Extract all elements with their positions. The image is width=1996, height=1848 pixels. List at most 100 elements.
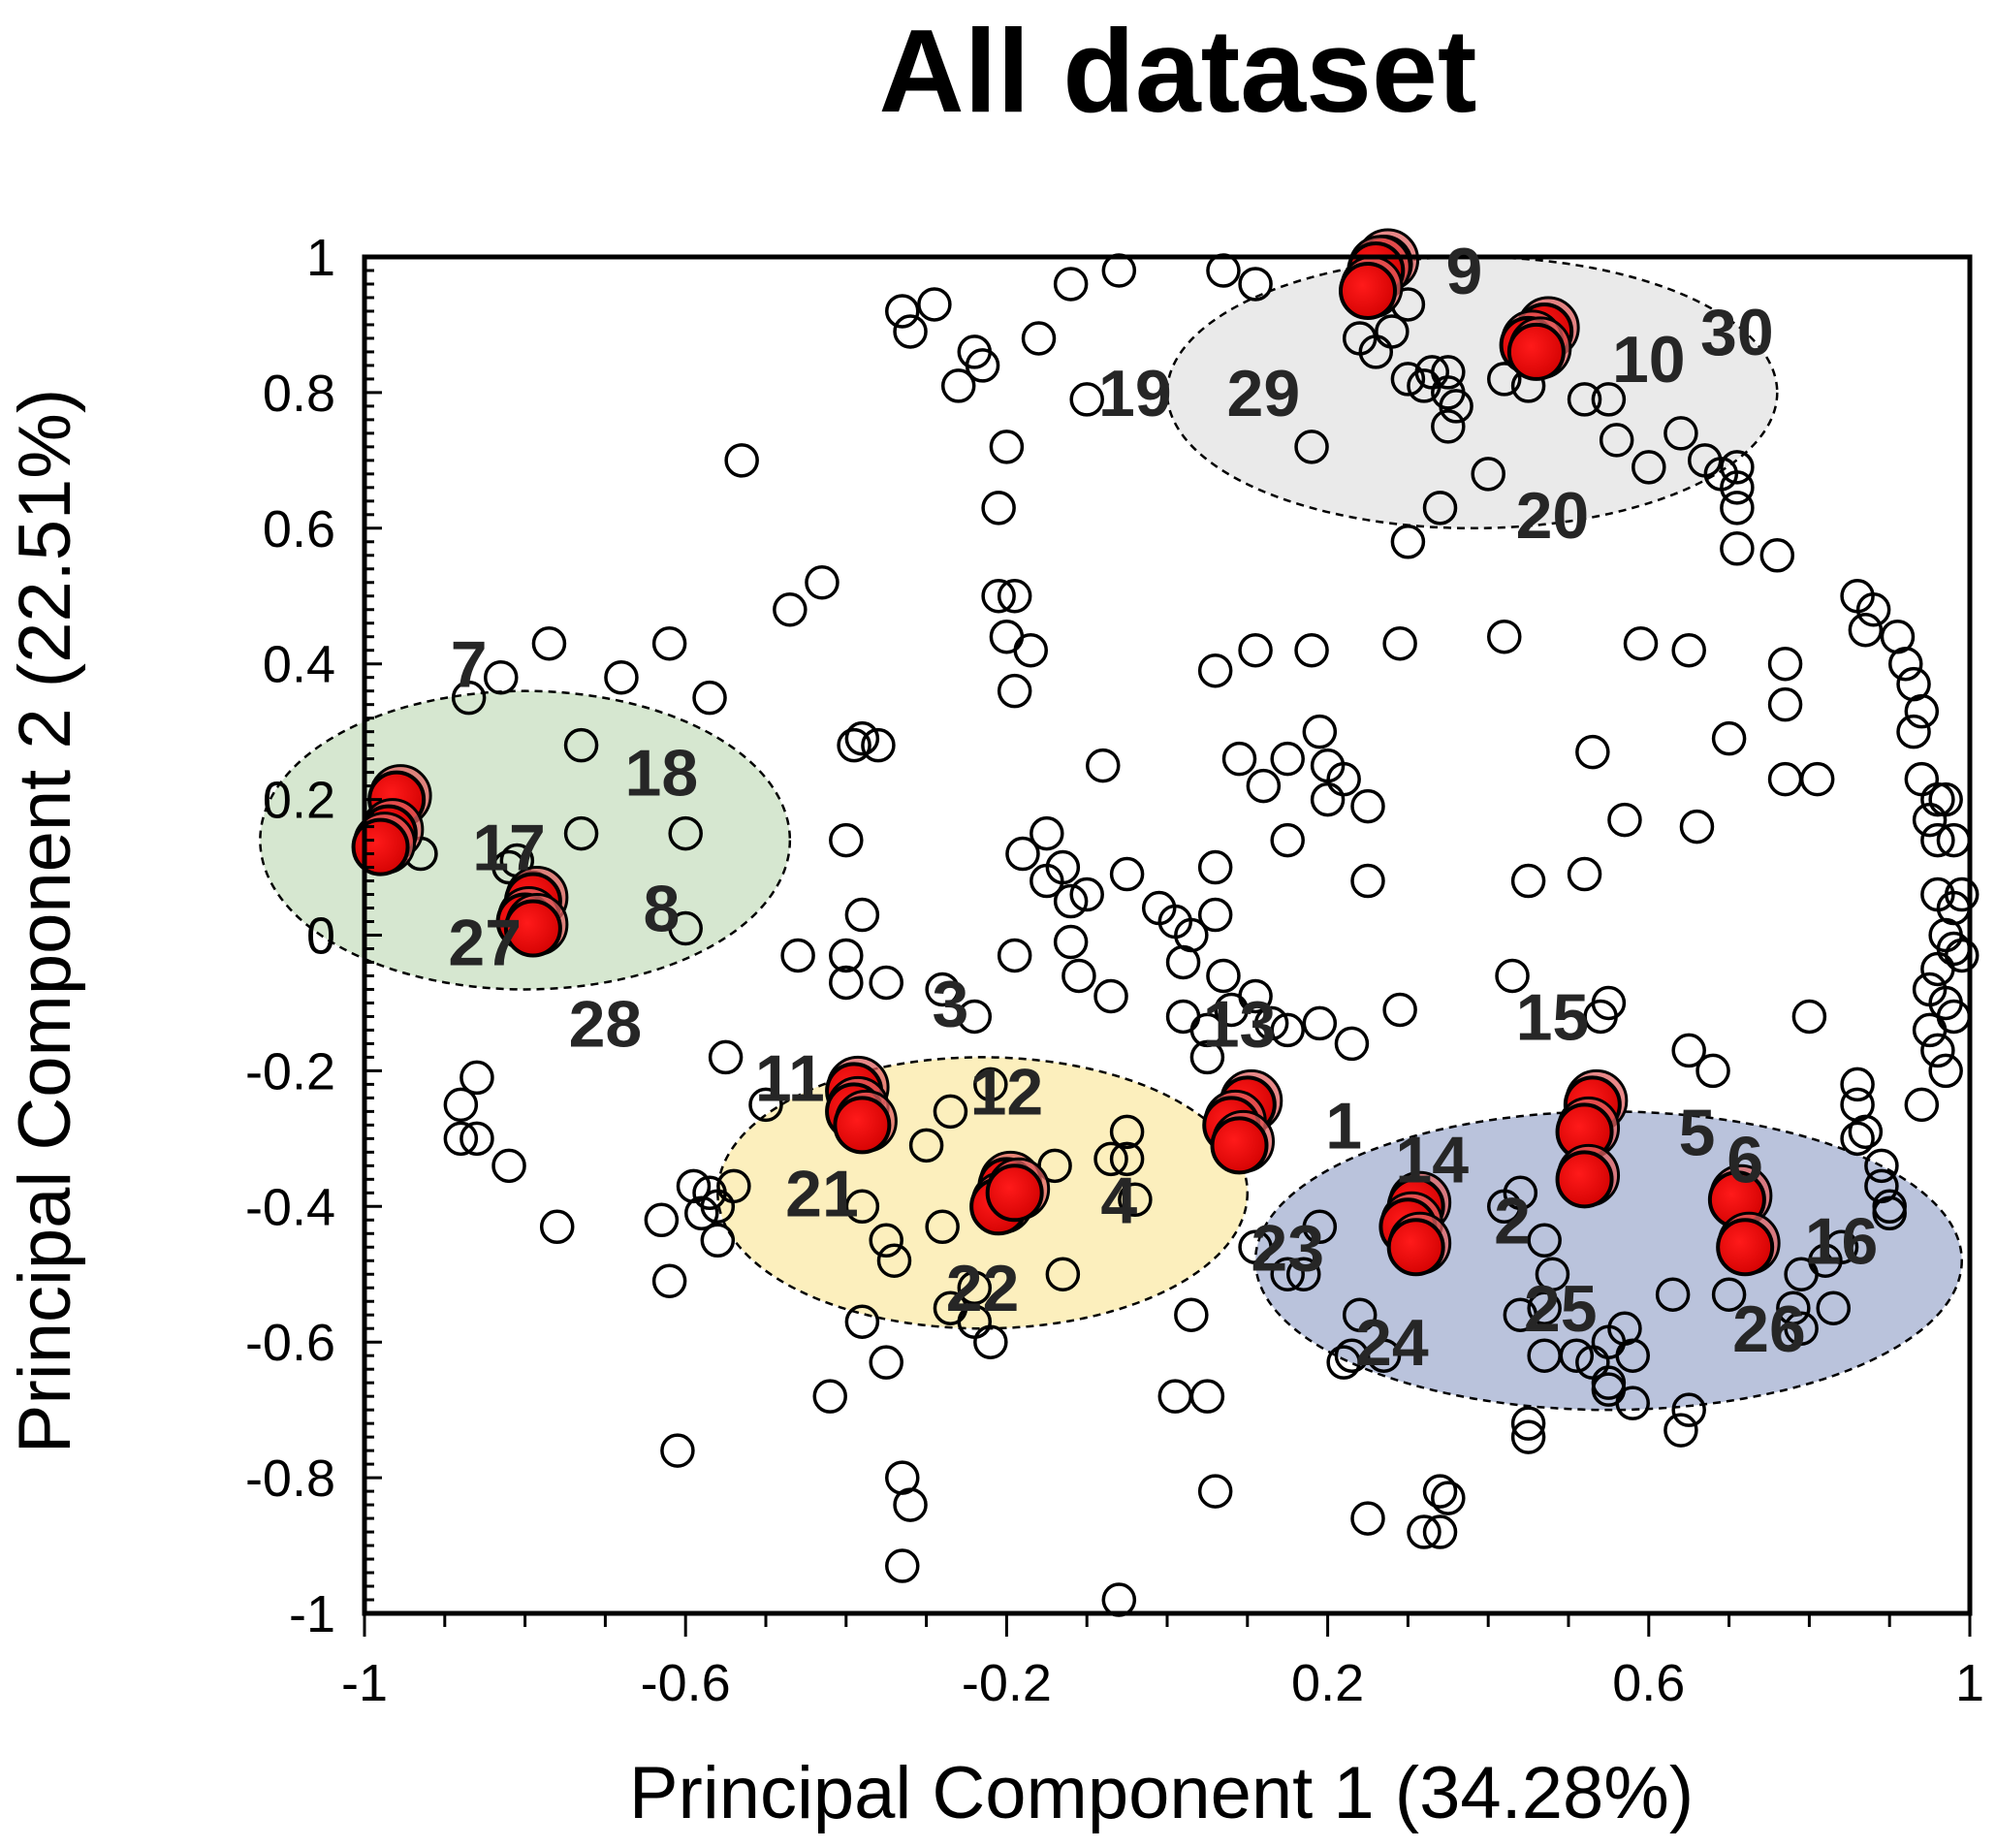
data-point [933, 1094, 968, 1130]
y-axis-title: Principal Component 2 (22.51%) [4, 389, 86, 1453]
data-point [829, 822, 864, 858]
data-point [1221, 741, 1257, 777]
y-tick-label: 0.8 [263, 365, 335, 423]
data-point [708, 1039, 744, 1075]
data-point [1238, 632, 1273, 668]
data-point [1615, 1386, 1650, 1420]
data-point [1840, 1121, 1875, 1157]
data-point [1591, 985, 1627, 1021]
data-point [957, 1270, 993, 1305]
data-point [1527, 1338, 1562, 1373]
data-point [1326, 761, 1361, 797]
data-point [1165, 999, 1201, 1035]
y-tick-label: -0.4 [245, 1178, 335, 1236]
data-point [1872, 1195, 1907, 1231]
data-point [1431, 409, 1466, 444]
data-point [1197, 653, 1233, 688]
data-point [563, 727, 599, 763]
data-point [997, 938, 1032, 973]
data-point [1759, 538, 1795, 573]
data-point [1928, 781, 1963, 817]
data-point [1286, 1257, 1321, 1291]
x-tick-label: -1 [341, 1654, 388, 1712]
data-point [1109, 1114, 1145, 1150]
data-point [651, 1263, 687, 1298]
case-label: 13 [1203, 987, 1277, 1061]
data-point [644, 1202, 680, 1238]
data-point [773, 591, 808, 627]
data-point [1270, 1012, 1305, 1048]
data-point [1334, 1338, 1370, 1373]
case-label: 19 [1098, 357, 1172, 430]
data-point [1632, 450, 1666, 485]
data-point [1302, 1005, 1338, 1041]
data-point [1920, 822, 1955, 858]
data-point [1350, 1501, 1385, 1536]
y-tick-label: 1 [306, 229, 335, 287]
data-point [1791, 999, 1827, 1035]
data-point [1864, 1148, 1899, 1184]
data-point [1390, 362, 1426, 397]
data-point [1711, 720, 1747, 756]
y-tick-label: -1 [289, 1585, 335, 1643]
data-point [780, 938, 815, 973]
data-point [1246, 768, 1282, 804]
data-point [1086, 748, 1121, 783]
y-tick-label: -0.2 [245, 1042, 335, 1100]
data-point [1607, 802, 1642, 838]
data-point [1206, 958, 1241, 994]
data-point [1623, 625, 1659, 661]
case-label: 28 [569, 987, 643, 1061]
data-point [1342, 1297, 1378, 1332]
case-label: 1 [1325, 1089, 1362, 1163]
data-point [1101, 1582, 1137, 1617]
data-point [1165, 944, 1201, 980]
data-point [1784, 1257, 1819, 1291]
case-label: 20 [1516, 479, 1590, 553]
data-point [917, 287, 952, 322]
case-label: 24 [1355, 1306, 1429, 1380]
case-label: 2 [1494, 1184, 1531, 1258]
data-point [676, 1168, 712, 1204]
data-point [989, 430, 1025, 464]
data-point [1197, 849, 1233, 885]
data-point [1270, 822, 1305, 858]
data-point [1888, 646, 1923, 682]
data-point [1238, 978, 1273, 1014]
data-point [451, 680, 487, 716]
data-point [1431, 1481, 1466, 1515]
case-label: 26 [1732, 1292, 1806, 1366]
data-point [1069, 382, 1104, 417]
data-point [1720, 450, 1755, 485]
case-label: 6 [1727, 1123, 1763, 1196]
data-point [973, 1324, 1008, 1359]
data-point [700, 1189, 736, 1225]
data-point [1053, 267, 1089, 302]
data-point [1495, 958, 1530, 994]
data-point [1527, 1223, 1562, 1259]
data-point [1101, 253, 1137, 288]
data-point [1197, 1474, 1233, 1509]
data-point [925, 972, 960, 1007]
x-tick-label: 0.2 [1291, 1654, 1364, 1712]
data-point [869, 1345, 903, 1380]
data-point [539, 1209, 575, 1245]
data-point [1238, 1229, 1273, 1265]
case-labels: 7 18 17 27 828 9 10 30 19 29 20 3 11 12 21 4 22 13 15 1 14 5 6… [448, 235, 1878, 1380]
data-point [1189, 1012, 1225, 1048]
data-point [1109, 856, 1145, 892]
data-point [1302, 714, 1338, 749]
case-label: 15 [1516, 980, 1590, 1054]
x-tick-label: -0.2 [962, 1654, 1052, 1712]
highlighted-points [351, 228, 1781, 1277]
case-label: 12 [970, 1055, 1044, 1129]
data-point [1431, 355, 1466, 390]
data-point [1294, 632, 1329, 668]
data-point [1350, 863, 1385, 899]
data-point [1021, 321, 1057, 356]
data-point [1655, 1277, 1691, 1312]
highlighted-point [1506, 322, 1566, 381]
data-point [1118, 1182, 1153, 1218]
data-point [531, 625, 567, 661]
